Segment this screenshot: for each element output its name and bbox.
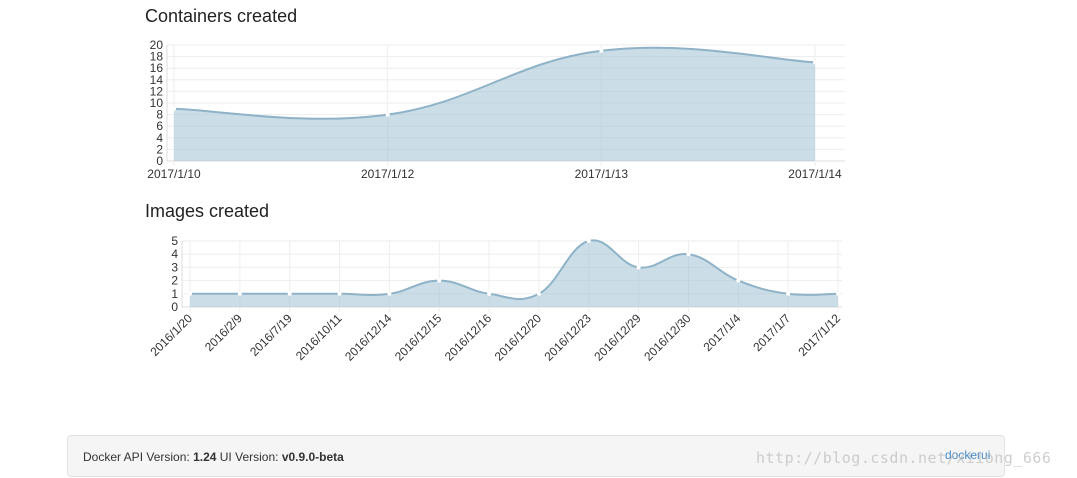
ui-version-label: UI Version:	[219, 450, 279, 464]
x-tick-label: 2017/1/13	[575, 167, 629, 181]
x-tick-label: 2016/10/11	[293, 311, 345, 363]
containers-chart-title: Containers created	[145, 6, 298, 26]
series-area	[190, 240, 838, 307]
x-tick-label: 2016/12/16	[442, 311, 495, 364]
y-tick-label: 20	[150, 38, 164, 52]
x-tick-label: 2016/12/20	[492, 311, 545, 364]
x-tick-label: 2017/1/14	[788, 167, 842, 181]
x-tick-label: 2016/12/23	[542, 311, 595, 364]
y-tick-label: 4	[156, 131, 163, 145]
y-tick-label: 0	[156, 154, 163, 168]
x-tick-label: 2016/12/30	[641, 311, 694, 364]
data-point	[188, 291, 192, 296]
footer: Docker API Version: 1.24 UI Version: v0.…	[67, 435, 1005, 477]
data-point	[237, 291, 242, 296]
api-version-label: Docker API Version:	[83, 450, 190, 464]
y-tick-label: 8	[156, 108, 163, 122]
x-tick-label: 2016/12/14	[342, 311, 395, 364]
y-tick-label: 4	[171, 247, 178, 261]
x-tick-label: 2017/1/12	[361, 167, 415, 181]
data-point	[172, 106, 176, 111]
data-point	[536, 291, 541, 296]
y-tick-label: 3	[171, 260, 178, 274]
y-tick-label: 10	[150, 96, 164, 110]
x-tick-label: 2017/1/10	[147, 167, 201, 181]
data-point	[385, 112, 390, 117]
version-info: Docker API Version: 1.24 UI Version: v0.…	[83, 450, 344, 464]
series-line	[173, 46, 816, 120]
x-tick-label: 2016/12/15	[392, 311, 445, 364]
x-tick-label: 2016/7/19	[247, 311, 295, 359]
data-point	[337, 291, 342, 296]
data-point	[287, 291, 292, 296]
y-tick-label: 18	[150, 50, 164, 64]
series-area	[174, 47, 815, 161]
x-tick-label: 2017/1/12	[795, 311, 843, 359]
data-point	[487, 291, 492, 296]
data-point	[786, 291, 791, 296]
data-point	[437, 278, 442, 283]
images-chart-title: Images created	[145, 201, 270, 221]
data-point	[586, 239, 591, 243]
data-point	[736, 278, 741, 283]
api-version-value: 1.24	[193, 450, 217, 464]
y-tick-label: 2	[171, 274, 178, 288]
x-tick-label: 2017/1/7	[750, 311, 793, 354]
y-tick-label: 5	[171, 234, 178, 248]
x-tick-label: 2016/12/29	[591, 311, 644, 364]
y-tick-label: 16	[150, 61, 164, 75]
x-tick-label: 2016/1/20	[147, 311, 195, 359]
y-tick-label: 12	[150, 84, 164, 98]
data-point	[636, 265, 641, 270]
x-tick-label: 2017/1/4	[700, 311, 743, 354]
data-point	[387, 291, 392, 296]
y-tick-label: 0	[171, 300, 178, 314]
y-tick-label: 14	[150, 73, 164, 87]
series-line	[190, 239, 839, 301]
y-tick-label: 2	[156, 142, 163, 156]
data-point	[686, 252, 691, 257]
x-tick-label: 2016/2/9	[202, 311, 245, 354]
data-point	[836, 291, 840, 296]
data-point	[599, 48, 604, 53]
watermark: http://blog.csdn.net/xiiong_666	[756, 449, 1052, 467]
dockerui-link[interactable]: dockerui	[945, 448, 991, 462]
y-tick-label: 1	[171, 287, 178, 301]
y-tick-label: 6	[156, 119, 163, 133]
ui-version-value: v0.9.0-beta	[281, 450, 344, 464]
data-point	[813, 60, 817, 65]
